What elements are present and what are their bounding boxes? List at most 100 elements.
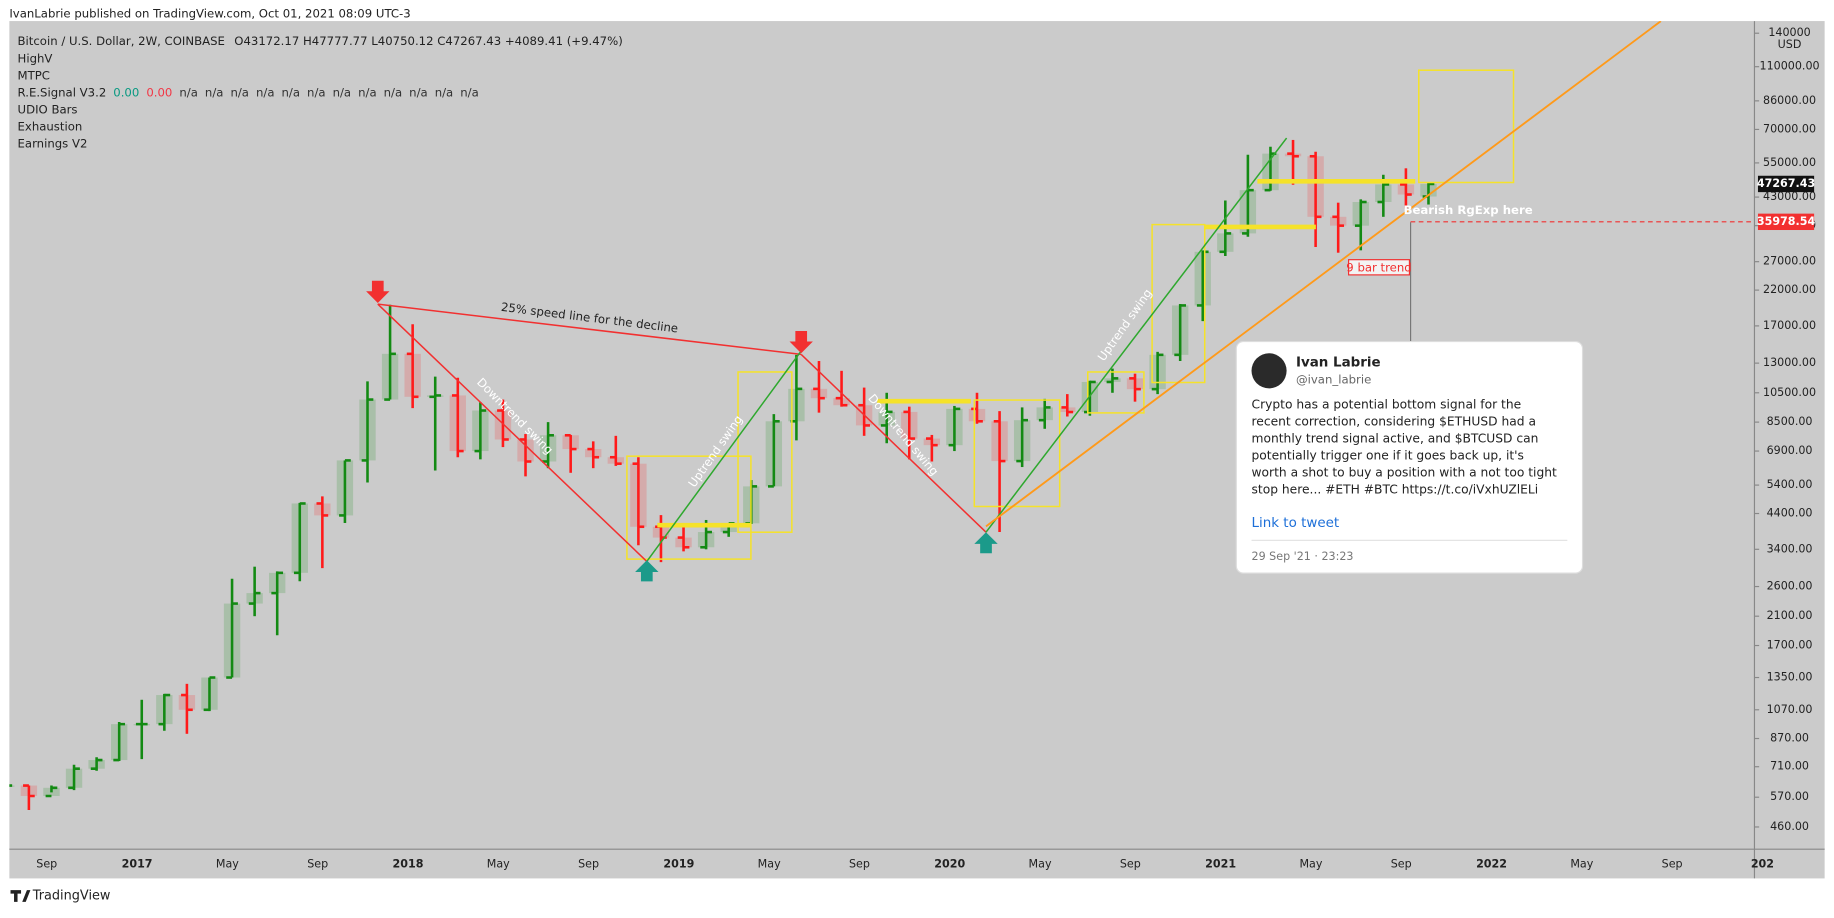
indicator: R.E.Signal V3.2 0.00 0.00 n/a n/a n/a n/a n/a n/…: [18, 85, 479, 99]
y-tick-label: 10500.00: [1763, 386, 1816, 399]
x-tick-label: Sep: [1391, 857, 1412, 870]
annotation: Bearish RgExp here: [1404, 203, 1533, 217]
tweet-line: recent correction, considering $ETHUSD h…: [1252, 414, 1536, 428]
x-tick-label: May: [1299, 857, 1322, 870]
y-tick-label: 1700.00: [1767, 639, 1813, 652]
indicator-value: n/a: [333, 85, 352, 99]
indicator-value: n/a: [358, 85, 377, 99]
y-tick-label: 460.00: [1770, 820, 1809, 833]
footer: TradingView: [32, 888, 111, 903]
tweet-card[interactable]: Ivan Labrie @ivan_labrie Crypto has a po…: [1235, 340, 1584, 574]
indicator: HighV: [18, 51, 53, 65]
x-tick-label: May: [216, 857, 239, 870]
y-tick-label: 1070.00: [1767, 703, 1813, 716]
y-tick-label: 2100.00: [1767, 609, 1813, 622]
indicator: Earnings V2: [18, 136, 88, 150]
logo: [10, 890, 31, 902]
tweet-name: Ivan Labrie: [1296, 356, 1381, 371]
tweet-line: Crypto has a potential bottom signal for…: [1252, 397, 1522, 411]
indicator-name: Earnings V2: [18, 136, 88, 150]
y-tick-label: 6900.00: [1767, 444, 1813, 457]
ohlc-readout: O43172.17 H47777.77 L40750.12 C47267.43 …: [234, 33, 622, 47]
indicator-value: n/a: [205, 85, 224, 99]
indicator-value: n/a: [230, 85, 249, 99]
indicator-name: MTPC: [18, 68, 50, 82]
alert-label: 35978.54: [1757, 215, 1816, 228]
alert-box: [1757, 213, 1815, 231]
y-tick-label: 870.00: [1770, 732, 1809, 745]
x-tick-label: Sep: [1662, 857, 1683, 870]
y-tick-label: 4400.00: [1767, 507, 1813, 520]
x-tick-label: May: [1570, 857, 1593, 870]
x-tick-label: Sep: [578, 857, 599, 870]
y-tick-label: 43000.00: [1763, 190, 1816, 203]
x-tick-label: Sep: [849, 857, 870, 870]
published-line: IvanLabrie published on TradingView.com,…: [9, 7, 410, 21]
x-tick-label: 2019: [663, 857, 694, 870]
tweet-text: Crypto has a potential bottom signal for…: [1252, 397, 1557, 496]
legend: Bitcoin / U.S. Dollar, 2W, COINBASE O4317…: [18, 33, 623, 149]
x-tick-label: 202: [1751, 857, 1774, 870]
indicator-name: Exhaustion: [18, 119, 83, 133]
bar-body: [9, 785, 15, 787]
indicator-value: 0.00: [146, 85, 172, 99]
tweet-date: 29 Sep '21 · 23:23: [1252, 550, 1354, 563]
y-unit: USD: [1778, 38, 1802, 51]
y-tick-label: 17000.00: [1763, 319, 1816, 332]
y-tick-label: 70000.00: [1763, 122, 1816, 135]
y-tick-label: 710.00: [1770, 760, 1809, 773]
y-tick-label: 27000.00: [1763, 255, 1816, 268]
title: Bitcoin / U.S. Dollar, 2W, COINBASE: [18, 33, 225, 47]
indicator-value: n/a: [307, 85, 326, 99]
indicator-value: n/a: [409, 85, 428, 99]
drawings: [366, 21, 1662, 582]
x-tick-label: 2017: [122, 857, 153, 870]
x-tick-label: 2020: [934, 857, 965, 870]
indicator: UDIO Bars: [18, 102, 78, 116]
x-tick-label: Sep: [36, 857, 57, 870]
indicator-value: n/a: [179, 85, 198, 99]
x-tick-label: May: [758, 857, 781, 870]
y-tick-label: 86000.00: [1763, 94, 1816, 107]
tweet-line: potentially trigger one if it goes back …: [1252, 448, 1524, 462]
indicator-value: n/a: [460, 85, 479, 99]
indicator-value: n/a: [384, 85, 403, 99]
annotation: 9 bar trend: [1346, 260, 1411, 274]
indicator-value: n/a: [256, 85, 275, 99]
y-tick-label: 140000: [1768, 26, 1810, 39]
indicator: MTPC: [18, 68, 50, 82]
last-price-box: [1757, 175, 1815, 193]
tweet-link[interactable]: Link to tweet: [1252, 516, 1340, 531]
y-tick-label: 570.00: [1770, 790, 1809, 803]
y-tick-label: 1350.00: [1767, 671, 1813, 684]
y-tick-label: 13000.00: [1763, 356, 1816, 369]
x-tick-label: Sep: [1120, 857, 1141, 870]
indicator-value: n/a: [282, 85, 301, 99]
indicator-name: R.E.Signal V3.2: [18, 85, 107, 99]
tweet-line: stop here... #ETH #BTC https://t.co/iVxh…: [1252, 482, 1539, 496]
y-tick-label: 5400.00: [1767, 478, 1813, 491]
indicator-name: UDIO Bars: [18, 102, 78, 116]
x-tick-label: 2022: [1476, 857, 1507, 870]
y-tick-label: 110000.00: [1760, 60, 1820, 73]
x-tick-label: 2021: [1205, 857, 1236, 870]
indicator-name: HighV: [18, 51, 53, 65]
y-tick-label: 22000.00: [1763, 283, 1816, 296]
indicator: Exhaustion: [18, 119, 83, 133]
tweet-line: monthly trend signal active, and $BTCUSD…: [1252, 431, 1539, 445]
indicator-value: 0.00: [113, 85, 139, 99]
x-tick-label: Sep: [307, 857, 328, 870]
x-tick-label: 2018: [393, 857, 424, 870]
annotation-box: [1348, 259, 1411, 276]
indicator-value: n/a: [435, 85, 454, 99]
x-tick-label: May: [1029, 857, 1052, 870]
y-tick-label: 55000.00: [1763, 156, 1816, 169]
y-tick-label: 2600.00: [1767, 580, 1813, 593]
y-tick-label: 3400.00: [1767, 542, 1813, 555]
bars: [9, 139, 1437, 810]
last-price-label: 47267.43: [1757, 177, 1815, 190]
tweet-line: worth a shot to buy a position with a no…: [1252, 465, 1557, 479]
tweet-handle: @ivan_labrie: [1296, 373, 1371, 387]
svg-text:Bitcoin / U.S. Dollar, 2W, COI: Bitcoin / U.S. Dollar, 2W, COINBASE O4317…: [18, 33, 623, 47]
